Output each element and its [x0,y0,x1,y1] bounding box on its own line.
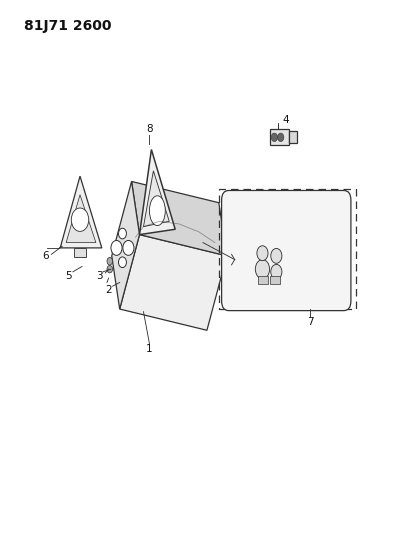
Text: 2: 2 [105,286,112,295]
Text: 1: 1 [146,344,153,354]
Ellipse shape [149,196,165,225]
Circle shape [107,257,113,265]
Circle shape [123,240,134,255]
Circle shape [277,133,284,142]
Bar [289,132,297,143]
Circle shape [71,208,89,231]
Bar [74,248,86,257]
Circle shape [119,257,127,268]
Polygon shape [143,171,169,227]
Circle shape [256,260,269,279]
Circle shape [271,264,282,279]
Polygon shape [112,181,140,309]
Text: 81J71 2600: 81J71 2600 [25,19,112,33]
Bar [258,276,267,284]
FancyBboxPatch shape [222,190,351,311]
Polygon shape [140,150,175,235]
Text: 8: 8 [146,124,153,134]
Circle shape [119,228,127,239]
Text: 7: 7 [307,317,313,327]
Polygon shape [60,176,102,248]
Polygon shape [66,195,96,243]
Circle shape [107,265,113,273]
Circle shape [111,240,122,255]
Text: 5: 5 [65,271,71,281]
Polygon shape [120,235,227,330]
Bar [270,130,289,146]
Circle shape [271,248,282,263]
Text: 3: 3 [96,271,102,280]
Text: 4: 4 [282,115,289,125]
Bar [270,276,280,284]
Text: 6: 6 [42,251,49,261]
Bar [219,189,356,309]
Circle shape [271,133,277,142]
Polygon shape [132,181,227,256]
Circle shape [257,246,268,261]
